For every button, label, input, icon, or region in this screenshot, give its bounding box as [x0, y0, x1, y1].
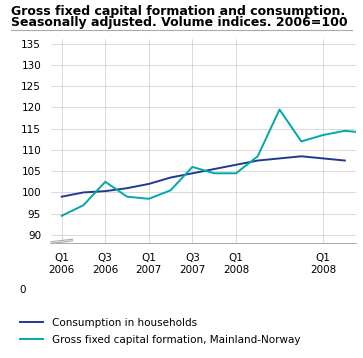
Gross fixed capital formation, Mainland-Norway: [60, 214, 64, 218]
Gross fixed capital formation, Mainland-Norway: [190, 165, 195, 169]
Text: Gross fixed capital formation and consumption.: Gross fixed capital formation and consum…: [11, 5, 345, 18]
Consumption in households: [103, 189, 107, 193]
Consumption in households: [147, 182, 151, 186]
Gross fixed capital formation, Mainland-Norway: [234, 171, 238, 175]
Legend: Consumption in households, Gross fixed capital formation, Mainland-Norway: Consumption in households, Gross fixed c…: [16, 314, 304, 349]
Consumption in households: [277, 156, 282, 160]
Line: Consumption in households: Consumption in households: [62, 156, 345, 197]
Text: Seasonally adjusted. Volume indices. 2006=100: Seasonally adjusted. Volume indices. 200…: [11, 16, 347, 29]
Consumption in households: [299, 154, 303, 159]
Consumption in households: [60, 194, 64, 199]
Gross fixed capital formation, Mainland-Norway: [212, 171, 216, 175]
Gross fixed capital formation, Mainland-Norway: [147, 197, 151, 201]
Gross fixed capital formation, Mainland-Norway: [103, 180, 107, 184]
Gross fixed capital formation, Mainland-Norway: [299, 139, 303, 144]
Gross fixed capital formation, Mainland-Norway: [256, 154, 260, 159]
Gross fixed capital formation, Mainland-Norway: [277, 107, 282, 112]
Consumption in households: [234, 163, 238, 167]
Gross fixed capital formation, Mainland-Norway: [81, 203, 86, 207]
Line: Gross fixed capital formation, Mainland-Norway: Gross fixed capital formation, Mainland-…: [62, 110, 363, 216]
Gross fixed capital formation, Mainland-Norway: [343, 129, 347, 133]
Gross fixed capital formation, Mainland-Norway: [168, 188, 173, 193]
Consumption in households: [81, 190, 86, 195]
Consumption in households: [212, 167, 216, 171]
Consumption in households: [343, 158, 347, 163]
Consumption in households: [321, 156, 325, 160]
Consumption in households: [190, 171, 195, 175]
Consumption in households: [256, 158, 260, 163]
Consumption in households: [168, 175, 173, 180]
Text: 0: 0: [19, 285, 26, 295]
Gross fixed capital formation, Mainland-Norway: [125, 194, 129, 199]
Consumption in households: [125, 186, 129, 190]
Gross fixed capital formation, Mainland-Norway: [321, 133, 325, 137]
